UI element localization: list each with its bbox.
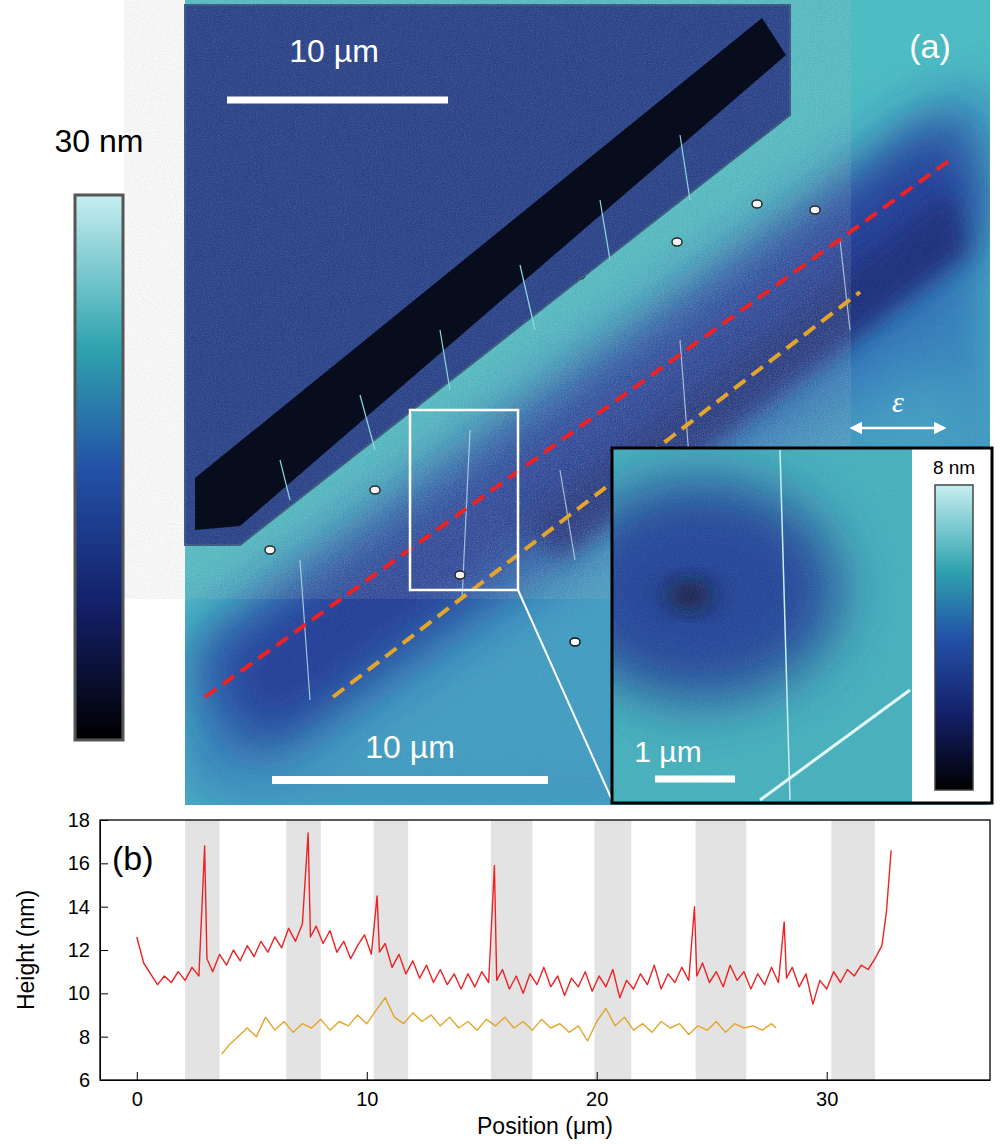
figure: 8 nm 1 µm 10 µm 10 µm (a) ε 30 nm 0 10 20 30 6 8 10 12… bbox=[0, 0, 1004, 1144]
inset-vein bbox=[600, 200, 610, 260]
colorbar-label: 30 nm bbox=[55, 123, 144, 159]
y-tick: 14 bbox=[68, 896, 108, 918]
inset-image-ground bbox=[612, 448, 912, 803]
colorbar bbox=[75, 195, 123, 740]
shaded-band bbox=[286, 820, 320, 1080]
debris bbox=[455, 571, 465, 579]
y-tick-label: 10 bbox=[68, 982, 90, 1004]
shaded-band bbox=[831, 820, 875, 1080]
panel-a: 8 nm 1 µm 10 µm 10 µm (a) ε 30 nm bbox=[55, 0, 992, 805]
afm-image bbox=[185, 0, 990, 805]
inset-vein bbox=[360, 395, 375, 450]
x-tick-label: 0 bbox=[132, 1088, 143, 1110]
y-tick-label: 8 bbox=[79, 1026, 90, 1048]
shaded-band bbox=[491, 820, 532, 1080]
y-tick-mark bbox=[100, 907, 108, 908]
debris bbox=[810, 206, 820, 214]
plot-area bbox=[137, 820, 891, 1080]
x-tick: 30 bbox=[816, 1072, 838, 1110]
y-tick-mark bbox=[100, 993, 108, 994]
inset-vein bbox=[280, 460, 290, 500]
speckle bbox=[185, 0, 990, 805]
scale-label: 10 µm bbox=[365, 729, 455, 765]
zoom-connector bbox=[518, 590, 612, 800]
inset-vein bbox=[680, 135, 690, 200]
image-ground bbox=[185, 0, 990, 805]
scale-bar bbox=[272, 776, 548, 784]
x-tick: 0 bbox=[132, 1072, 143, 1110]
y-tick: 8 bbox=[79, 1026, 108, 1048]
x-tick-label: 10 bbox=[356, 1088, 378, 1110]
panel-label: (b) bbox=[112, 839, 154, 877]
scale-label: 10 µm bbox=[289, 33, 379, 69]
y-tick-label: 12 bbox=[68, 939, 90, 961]
y-tick-mark bbox=[100, 1080, 108, 1081]
x-tick-label: 20 bbox=[586, 1088, 608, 1110]
y-axis-title: Height (nm) bbox=[13, 890, 39, 1010]
inset-scale-label: 1 µm bbox=[634, 735, 701, 768]
y-tick-mark bbox=[100, 863, 108, 864]
shaded-band bbox=[185, 820, 219, 1080]
x-axis-title: Position (μm) bbox=[477, 1113, 613, 1139]
inset-scale-bar bbox=[655, 776, 735, 783]
x-tick-mark bbox=[367, 1072, 368, 1080]
y-tick: 12 bbox=[68, 939, 108, 961]
y-tick-label: 14 bbox=[68, 896, 90, 918]
inset-backing bbox=[612, 448, 992, 803]
debris bbox=[265, 546, 275, 554]
x-axis: 0 10 20 30 bbox=[101, 1072, 991, 1110]
panel-label: (a) bbox=[909, 27, 951, 65]
zoom-box bbox=[410, 410, 518, 590]
inset-colorbar bbox=[935, 485, 973, 790]
inset-vein bbox=[440, 330, 450, 390]
inset-speckle bbox=[612, 448, 912, 803]
y-tick: 16 bbox=[68, 852, 108, 874]
y-tick-label: 16 bbox=[68, 852, 90, 874]
vein bbox=[300, 560, 310, 700]
inset-vein bbox=[520, 265, 535, 330]
x-tick: 20 bbox=[586, 1072, 608, 1110]
y-tick-mark bbox=[100, 1037, 108, 1038]
y-tick-mark bbox=[100, 950, 108, 951]
x-tick-label: 30 bbox=[816, 1088, 838, 1110]
inset-vein bbox=[780, 450, 790, 800]
strain-label: ε bbox=[892, 385, 904, 418]
debris bbox=[570, 638, 580, 646]
shaded-band bbox=[696, 820, 747, 1080]
inset-colorbar-label: 8 nm bbox=[933, 457, 975, 478]
x-tick-mark bbox=[137, 1072, 138, 1080]
profile-line bbox=[137, 833, 891, 1004]
y-tick: 6 bbox=[79, 1069, 108, 1091]
inset-frame bbox=[612, 448, 992, 803]
y-tick-label: 6 bbox=[79, 1069, 90, 1091]
x-tick-mark bbox=[827, 1072, 828, 1080]
panel-b: 0 10 20 30 6 8 10 12 14 16 18 Position (μm) Height (… bbox=[13, 809, 991, 1139]
debris bbox=[370, 486, 380, 494]
y-tick: 10 bbox=[68, 982, 108, 1004]
y-tick-label: 18 bbox=[68, 809, 90, 831]
y-tick: 18 bbox=[68, 809, 108, 831]
shaded-band bbox=[594, 820, 631, 1080]
inset-bottom-right: 8 nm 1 µm bbox=[560, 448, 992, 803]
profile-line bbox=[222, 998, 776, 1054]
vein bbox=[840, 240, 850, 330]
inset-image bbox=[612, 448, 912, 803]
x-axis-line bbox=[101, 1080, 991, 1081]
debris bbox=[752, 200, 762, 208]
x-tick: 10 bbox=[356, 1072, 378, 1110]
y-axis: 6 8 10 12 14 16 18 bbox=[68, 809, 108, 1091]
plot-frame bbox=[100, 820, 990, 1080]
x-tick-mark bbox=[597, 1072, 598, 1080]
scale-bar bbox=[227, 97, 448, 104]
debris bbox=[672, 238, 682, 246]
y-tick-mark bbox=[100, 820, 108, 821]
inset-vein bbox=[760, 690, 910, 800]
strain-arrow bbox=[852, 427, 944, 430]
